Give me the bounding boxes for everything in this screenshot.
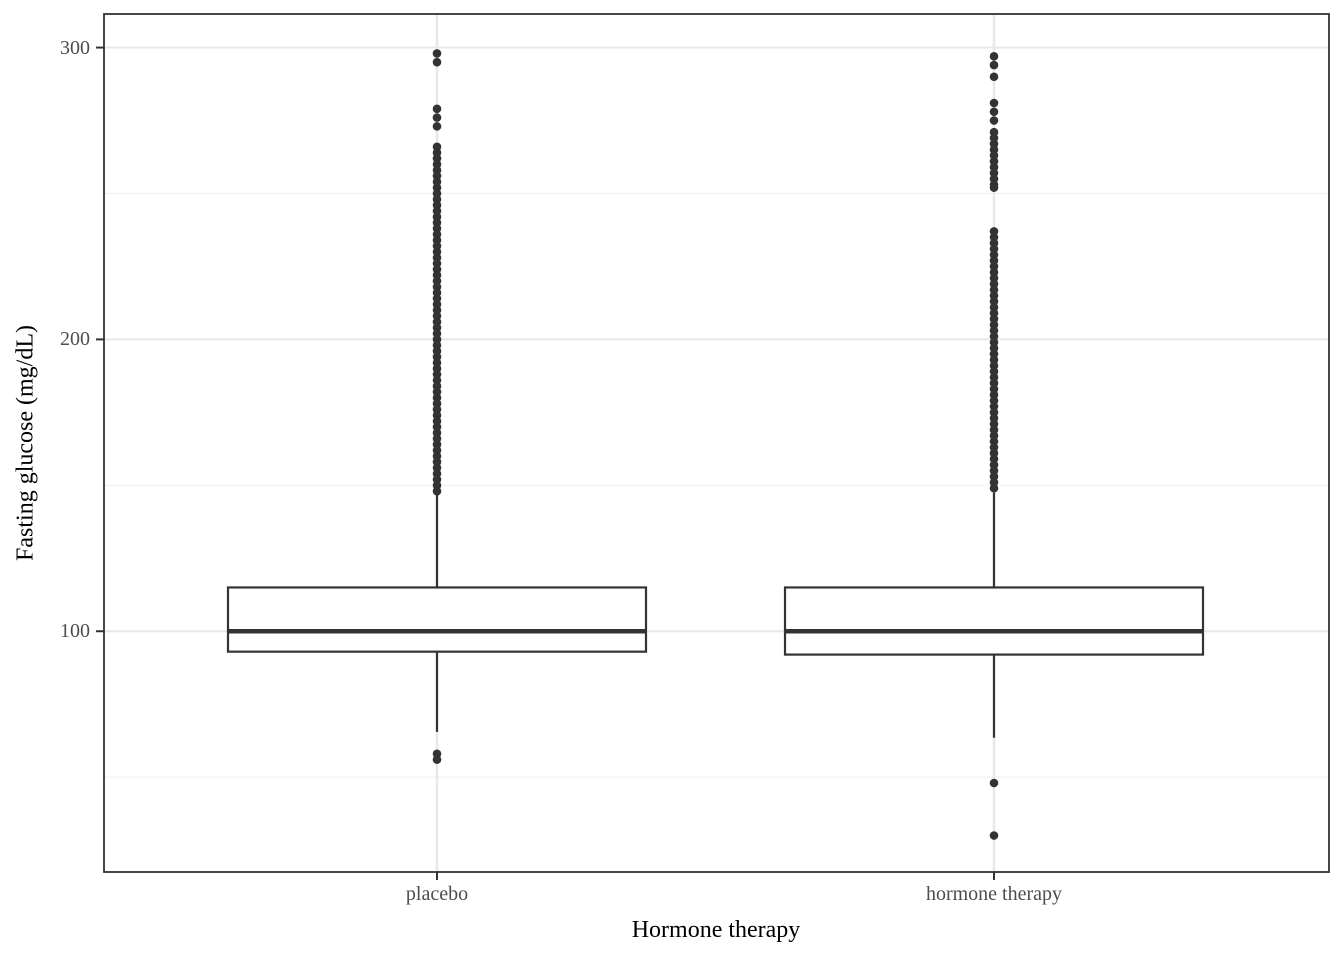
outlier-point (989, 52, 999, 61)
y-axis-title: Fasting glucose (mg/dL) (12, 325, 39, 561)
box-iqr (783, 586, 1205, 656)
outlier-point (432, 104, 442, 114)
outlier-point (989, 183, 999, 192)
outlier-point (432, 113, 442, 122)
outlier-point (432, 57, 442, 67)
outlier-point (989, 778, 999, 788)
outlier-point (989, 72, 999, 82)
box-iqr (226, 586, 648, 653)
panel-border (103, 13, 1330, 873)
outlier-point (989, 98, 999, 108)
outlier-point (432, 49, 442, 58)
outlier-point (432, 486, 442, 496)
outlier-point (989, 116, 999, 125)
outlier-point (989, 483, 999, 493)
outlier-point (989, 831, 999, 840)
outlier-point (989, 60, 999, 70)
x-axis-title: Hormone therapy (631, 917, 801, 943)
x-axis-tick-label: placebo (405, 883, 469, 905)
y-axis-tick-label: 200 (60, 328, 90, 351)
y-axis-tick-label: 100 (60, 620, 90, 643)
outlier-point (432, 755, 442, 764)
outlier-point (432, 122, 442, 131)
y-axis-tick-label: 300 (60, 36, 90, 59)
outlier-point (989, 107, 999, 117)
x-axis-tick-label: hormone therapy (925, 883, 1063, 905)
